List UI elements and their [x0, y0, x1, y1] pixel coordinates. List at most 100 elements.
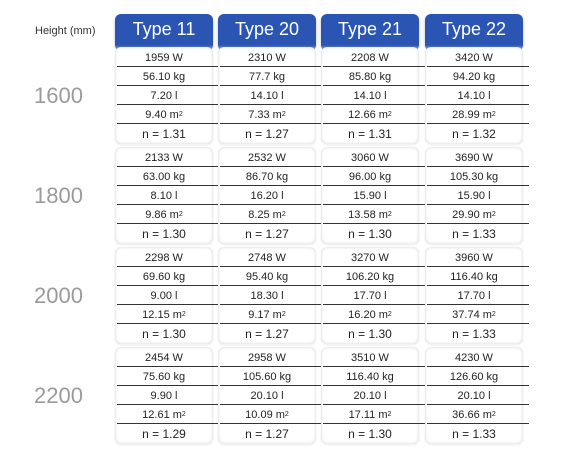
area-value-text: 9.86 m: [145, 208, 179, 221]
exponent-value-text: n = 1.31: [348, 126, 392, 141]
area-value-text: 7.33 m: [248, 108, 282, 121]
power-value-text: 2748 W: [248, 251, 286, 264]
weight-value: 69.60 kg: [115, 267, 219, 286]
exponent-value: n = 1.29: [115, 424, 213, 443]
power-value: 2310 W: [218, 48, 322, 67]
power-value-text: 2310 W: [248, 51, 286, 64]
weight-value-text: 75.60 kg: [142, 370, 186, 383]
power-value-text: 2208 W: [351, 51, 389, 64]
area-value-text: 37.74 m: [452, 308, 492, 321]
weight-value-text: 56.10 kg: [142, 70, 186, 83]
exponent-value-text: n = 1.27: [245, 426, 289, 441]
volume-value-text: 14.10 l: [457, 89, 491, 102]
exponent-value-text: n = 1.30: [348, 326, 392, 341]
weight-value-text: 105.30 kg: [449, 170, 499, 183]
volume-value-text: 8.10 l: [150, 189, 178, 202]
power-value-text: 2958 W: [248, 351, 286, 364]
power-value-text: 3960 W: [455, 251, 493, 264]
power-value: 3270 W: [321, 248, 425, 267]
exponent-value-text: n = 1.30: [142, 326, 186, 341]
height-column-label: Height (mm): [35, 25, 96, 37]
power-value-text: 2532 W: [248, 151, 286, 164]
weight-value-text: 106.20 kg: [345, 270, 395, 283]
exponent-value: n = 1.31: [321, 124, 419, 143]
weight-value-text: 116.40 kg: [346, 370, 394, 383]
volume-value: 18.30 l: [218, 286, 322, 305]
volume-value-text: 15.90 l: [353, 189, 387, 202]
power-value-text: 3510 W: [351, 351, 389, 364]
power-value: 2532 W: [218, 148, 322, 167]
type-header-1: Type 11: [115, 14, 213, 53]
power-value-text: 2298 W: [145, 251, 183, 264]
volume-value-text: 17.70 l: [457, 289, 491, 302]
height-label-1800: 1800: [34, 183, 83, 208]
volume-value: 8.10 l: [115, 186, 219, 205]
weight-value: 56.10 kg: [115, 67, 219, 86]
power-value: 2958 W: [218, 348, 322, 367]
volume-value: 20.10 l: [218, 386, 322, 405]
weight-value: 63.00 kg: [115, 167, 219, 186]
exponent-value: n = 1.33: [425, 224, 523, 243]
exponent-value-text: n = 1.33: [452, 326, 496, 341]
volume-value: 14.10 l: [218, 86, 322, 105]
weight-value-text: 116.40 kg: [450, 270, 498, 283]
weight-value: 126.60 kg: [425, 367, 529, 386]
volume-value-text: 14.10 l: [353, 89, 387, 102]
weight-value-text: 69.60 kg: [142, 270, 186, 283]
power-value: 2133 W: [115, 148, 219, 167]
type-header-2: Type 20: [218, 14, 316, 53]
power-value: 4230 W: [425, 348, 529, 367]
exponent-value-text: n = 1.29: [142, 426, 186, 441]
exponent-value: n = 1.27: [218, 424, 316, 443]
volume-value-text: 20.10 l: [353, 389, 387, 402]
power-value: 3420 W: [425, 48, 529, 67]
area-value-text: 8.25 m: [248, 208, 282, 221]
weight-value: 75.60 kg: [115, 367, 219, 386]
area-value-text: 9.17 m: [248, 308, 282, 321]
power-value: 3960 W: [425, 248, 529, 267]
power-value: 3510 W: [321, 348, 425, 367]
exponent-value: n = 1.27: [218, 124, 316, 143]
power-value: 2454 W: [115, 348, 219, 367]
weight-value: 116.40 kg: [321, 367, 425, 386]
weight-value: 105.60 kg: [218, 367, 322, 386]
volume-value-text: 9.90 l: [150, 389, 178, 402]
exponent-value-text: n = 1.27: [245, 226, 289, 241]
area-value-text: 12.15 m: [142, 308, 182, 321]
exponent-value: n = 1.30: [115, 324, 213, 343]
exponent-value: n = 1.32: [425, 124, 523, 143]
volume-value: 20.10 l: [321, 386, 425, 405]
exponent-value-text: n = 1.30: [348, 226, 392, 241]
exponent-value-text: n = 1.27: [245, 326, 289, 341]
exponent-value-text: n = 1.33: [452, 226, 496, 241]
power-value-text: 2133 W: [145, 151, 183, 164]
area-value-text: 17.11 m: [348, 408, 388, 421]
exponent-value-text: n = 1.33: [452, 426, 496, 441]
area-value-text: 13.58 m: [348, 208, 388, 221]
weight-value-text: 126.60 kg: [449, 370, 499, 383]
weight-value: 96.00 kg: [321, 167, 425, 186]
weight-value-text: 63.00 kg: [142, 170, 186, 183]
power-value: 3060 W: [321, 148, 425, 167]
